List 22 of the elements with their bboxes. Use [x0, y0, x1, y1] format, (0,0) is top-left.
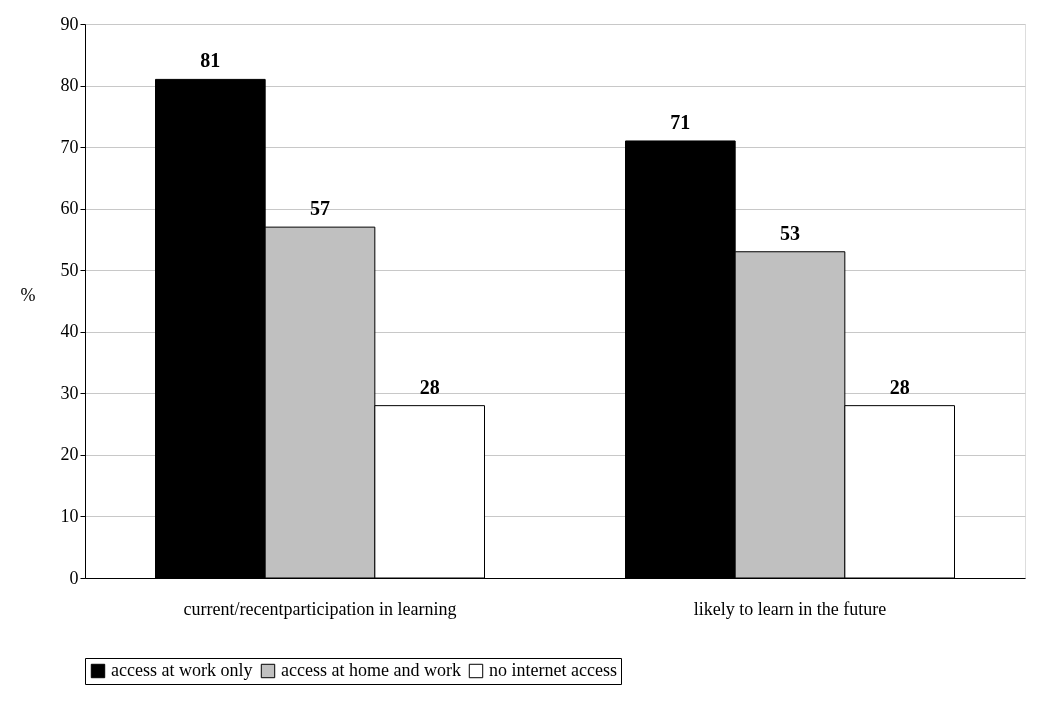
x-tick-label: current/recentparticipation in learning [183, 598, 457, 619]
data-label: 71 [670, 110, 691, 133]
y-tick-label: 50 [60, 259, 79, 280]
legend-label: access at work only [111, 660, 253, 680]
y-tick-label: 0 [69, 567, 79, 588]
legend-label: no internet access [489, 660, 617, 680]
data-label: 57 [310, 197, 330, 220]
y-tick-label: 70 [60, 136, 79, 157]
data-label: 81 [200, 49, 221, 72]
data-label: 28 [889, 375, 910, 398]
y-tick-label: 30 [60, 382, 79, 403]
y-tick-label: 10 [60, 505, 79, 526]
y-tick-label: 90 [60, 13, 79, 34]
legend-label: access at home and work [281, 660, 461, 680]
y-tick-label: 80 [60, 75, 79, 96]
y-axis-title: % [20, 284, 36, 305]
data-label: 28 [419, 375, 440, 398]
y-tick-label: 40 [60, 321, 79, 342]
y-tick-label: 60 [60, 198, 79, 219]
x-tick-label: likely to learn in the future [693, 598, 887, 619]
y-tick-label: 20 [60, 444, 79, 465]
data-label: 53 [780, 221, 800, 244]
